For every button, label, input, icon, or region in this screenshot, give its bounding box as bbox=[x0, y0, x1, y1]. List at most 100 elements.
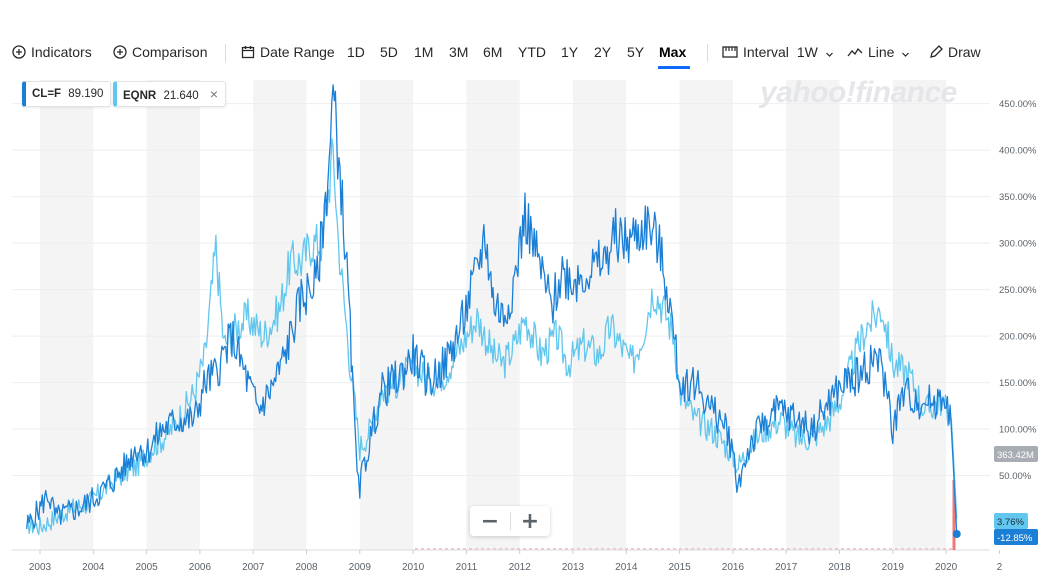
volume-bar bbox=[949, 548, 952, 550]
volume-bar bbox=[793, 548, 796, 550]
year-band bbox=[253, 80, 307, 550]
x-tick-label: 2008 bbox=[295, 562, 318, 573]
eqnr-last-label: 3.76% bbox=[997, 517, 1024, 528]
comparison-button[interactable]: Comparison bbox=[113, 44, 207, 60]
chip-cl-value: 89.190 bbox=[68, 88, 104, 100]
draw-button[interactable]: Draw bbox=[929, 44, 981, 60]
range-2y[interactable]: 2Y bbox=[594, 44, 612, 60]
y-tick-label: 350.00% bbox=[999, 192, 1037, 203]
interval-label: Interval bbox=[743, 44, 789, 60]
indicators-button[interactable]: Indicators bbox=[12, 44, 92, 60]
yahoo-finance-watermark: yahoo!finance bbox=[760, 76, 957, 109]
volume-bar bbox=[595, 548, 598, 550]
volume-bar bbox=[559, 548, 562, 550]
year-band bbox=[892, 80, 947, 550]
range-max[interactable]: Max bbox=[659, 44, 687, 60]
volume-bar bbox=[835, 548, 838, 550]
series-lines bbox=[26, 84, 961, 539]
last-point-marker bbox=[952, 530, 961, 539]
volume-bar bbox=[685, 548, 688, 550]
volume-label: 363.42M bbox=[997, 450, 1034, 461]
plus-circle-icon bbox=[113, 45, 127, 59]
x-tick-label: 2012 bbox=[509, 562, 532, 573]
x-tick-label: 2006 bbox=[189, 562, 212, 573]
range-5d[interactable]: 5D bbox=[380, 44, 398, 60]
comparison-label: Comparison bbox=[132, 44, 208, 60]
y-tick-label: 450.00% bbox=[999, 99, 1037, 110]
chart-style-button[interactable]: Line bbox=[847, 44, 910, 60]
volume-bar bbox=[631, 548, 634, 550]
volume-bar bbox=[637, 548, 640, 550]
interval-icon bbox=[722, 46, 738, 58]
volume-bar bbox=[451, 548, 454, 550]
interval-button[interactable]: Interval 1W bbox=[722, 44, 834, 60]
volume-bar bbox=[511, 548, 514, 550]
x-tick-label: 2004 bbox=[82, 562, 105, 573]
volume-bar bbox=[523, 548, 526, 550]
x-tick-label: 2005 bbox=[135, 562, 158, 573]
volume-bar bbox=[427, 548, 430, 550]
volume-bar bbox=[877, 548, 880, 550]
volume-bar bbox=[769, 548, 772, 550]
volume-bar bbox=[907, 548, 910, 550]
volume-bar bbox=[469, 548, 472, 550]
volume-bar bbox=[457, 548, 460, 550]
zoom-out-button[interactable]: − bbox=[470, 506, 510, 536]
volume-bar bbox=[745, 548, 748, 550]
range-6m[interactable]: 6M bbox=[483, 44, 503, 60]
draw-label: Draw bbox=[948, 44, 981, 60]
volume-bar bbox=[889, 548, 892, 550]
x-tick-label: 2018 bbox=[828, 562, 851, 573]
y-tick-label: 50.00% bbox=[999, 471, 1032, 482]
date-range-button[interactable]: Date Range bbox=[241, 44, 335, 60]
x-tick-label: 2015 bbox=[668, 562, 691, 573]
chip-cl[interactable]: CL=F 89.190 bbox=[22, 81, 112, 107]
volume-bar bbox=[541, 548, 544, 550]
series-line-clf bbox=[26, 84, 958, 535]
volume-bar bbox=[505, 548, 508, 550]
volume-bar bbox=[697, 548, 700, 550]
zoom-in-button[interactable]: + bbox=[510, 506, 550, 536]
volume-spike bbox=[952, 480, 956, 550]
volume-bar bbox=[433, 548, 436, 550]
date-range-label: Date Range bbox=[260, 44, 335, 60]
volume-bar bbox=[481, 548, 484, 550]
year-band bbox=[40, 80, 94, 550]
close-icon[interactable]: × bbox=[209, 86, 219, 102]
chip-eqnr-value: 21.640 bbox=[163, 90, 199, 102]
volume-bar bbox=[715, 548, 718, 550]
range-1m[interactable]: 1M bbox=[414, 44, 434, 60]
volume-bar bbox=[751, 548, 754, 550]
volume-bar bbox=[487, 548, 490, 550]
end-labels: 363.42M 3.76% -12.85% bbox=[994, 446, 1038, 545]
volume-bar bbox=[895, 548, 898, 550]
volume-bar bbox=[871, 548, 874, 550]
chip-cl-symbol: CL=F bbox=[32, 88, 62, 100]
volume-bar bbox=[943, 548, 946, 550]
volume-bar bbox=[805, 548, 808, 550]
range-3m[interactable]: 3M bbox=[449, 44, 469, 60]
y-tick-label: 150.00% bbox=[999, 378, 1037, 389]
volume-bar bbox=[565, 548, 568, 550]
volume-bar bbox=[535, 548, 538, 550]
volume-bar bbox=[739, 548, 742, 550]
chart-toolbar: Indicators Comparison Date Range 1D 5D 1… bbox=[0, 36, 1061, 70]
range-5y[interactable]: 5Y bbox=[627, 44, 645, 60]
x-tick-label: 2011 bbox=[456, 562, 478, 573]
volume-bar bbox=[463, 548, 466, 550]
chip-eqnr[interactable]: EQNR 21.640 × bbox=[113, 81, 227, 107]
volume-bar bbox=[829, 548, 832, 550]
range-ytd[interactable]: YTD bbox=[518, 44, 546, 60]
line-chart-icon bbox=[847, 47, 863, 57]
calendar-icon bbox=[241, 46, 255, 59]
y-tick-label: 250.00% bbox=[999, 285, 1037, 296]
volume-bar bbox=[655, 548, 658, 550]
volume-bar bbox=[919, 548, 922, 550]
range-1d[interactable]: 1D bbox=[347, 44, 365, 60]
plus-circle-icon bbox=[12, 45, 26, 59]
year-band bbox=[573, 80, 627, 550]
range-1y[interactable]: 1Y bbox=[561, 44, 579, 60]
volume-bar bbox=[613, 548, 616, 550]
x-axis-ticks: 2003 2004 2005 2006 2007 2008 2009 2010 2011 2012… bbox=[29, 550, 1003, 573]
